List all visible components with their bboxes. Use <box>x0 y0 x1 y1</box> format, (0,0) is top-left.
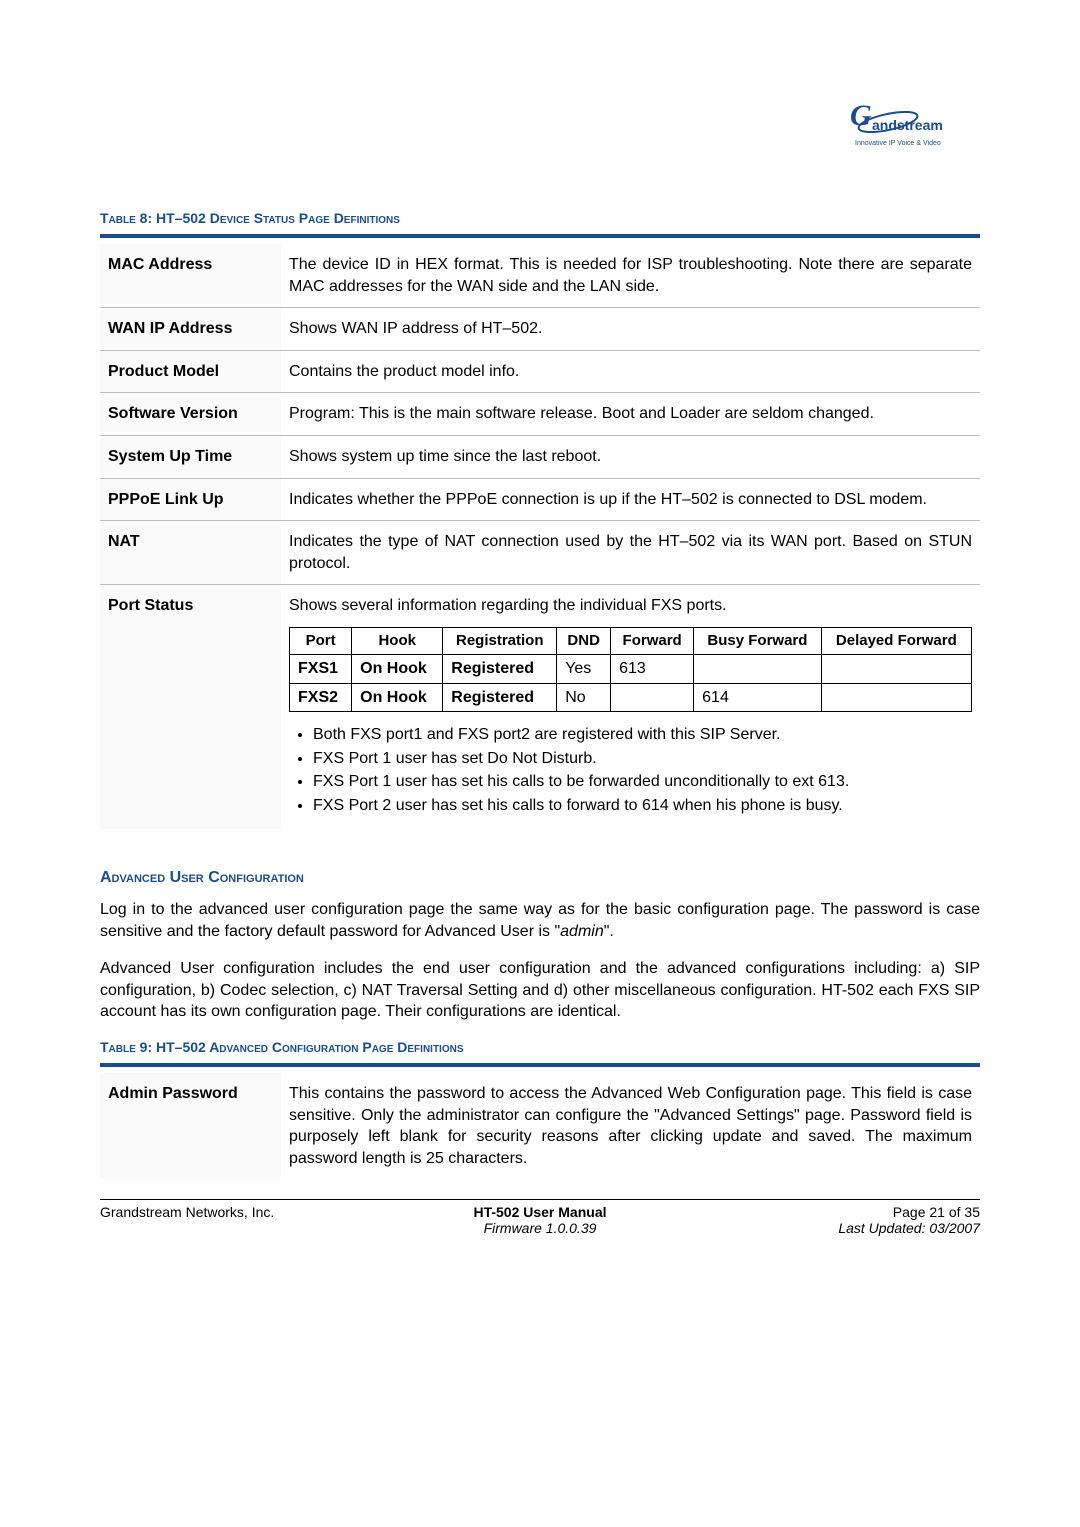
page-footer: Grandstream Networks, Inc. HT-502 User M… <box>100 1199 980 1236</box>
caption-text: HT–502 Advanced Configuration Page Defin… <box>156 1039 463 1055</box>
bullet-item: FXS Port 1 user has set Do Not Disturb. <box>313 748 972 770</box>
def-desc: The device ID in HEX format. This is nee… <box>281 244 980 308</box>
admin-password-label: Admin Password <box>100 1073 281 1179</box>
table9: Admin Password This contains the passwor… <box>100 1073 980 1179</box>
port-table-header: PortHookRegistrationDNDForwardBusy Forwa… <box>290 627 972 654</box>
footer-title: HT-502 User Manual <box>473 1204 606 1220</box>
port-td <box>821 683 971 712</box>
def-desc: Indicates whether the PPPoE connection i… <box>281 478 980 521</box>
def-label: NAT <box>100 521 281 585</box>
def-label: System Up Time <box>100 435 281 478</box>
port-th: Busy Forward <box>694 627 822 654</box>
def-label: MAC Address <box>100 244 281 308</box>
bullet-item: Both FXS port1 and FXS port2 are registe… <box>313 724 972 746</box>
port-table-row: FXS1On HookRegisteredYes613 <box>290 655 972 684</box>
footer-page: Page 21 of 35 <box>893 1204 980 1220</box>
port-table-row: FXS2On HookRegisteredNo 614 <box>290 683 972 712</box>
port-td: No <box>557 683 611 712</box>
def-label: Product Model <box>100 350 281 393</box>
port-table: PortHookRegistrationDNDForwardBusy Forwa… <box>289 627 972 712</box>
port-td <box>694 655 822 684</box>
svg-text:Innovative IP Voice & Video: Innovative IP Voice & Video <box>855 140 941 147</box>
footer-left: Grandstream Networks, Inc. <box>100 1204 393 1236</box>
para1-b: ". <box>604 923 614 940</box>
port-status-label: Port Status <box>100 585 281 829</box>
port-td: On Hook <box>352 683 443 712</box>
footer-right: Page 21 of 35 Last Updated: 03/2007 <box>687 1204 980 1236</box>
table-row: PPPoE Link UpIndicates whether the PPPoE… <box>100 478 980 521</box>
para1-a: Log in to the advanced user configuratio… <box>100 901 980 940</box>
bullet-item: FXS Port 1 user has set his calls to be … <box>313 771 972 793</box>
table8-top-rule <box>100 234 980 238</box>
port-td <box>611 683 694 712</box>
caption-prefix: Table 9: <box>100 1039 156 1055</box>
table-row: Port Status Shows several information reg… <box>100 585 980 829</box>
port-td: FXS2 <box>290 683 352 712</box>
footer-mid: HT-502 User Manual Firmware 1.0.0.39 <box>393 1204 686 1236</box>
table-row: Software VersionProgram: This is the mai… <box>100 393 980 436</box>
port-td: Registered <box>443 655 557 684</box>
port-th: Delayed Forward <box>821 627 971 654</box>
brand-logo: G andstream Innovative IP Voice & Video <box>100 100 980 160</box>
table8: MAC AddressThe device ID in HEX format. … <box>100 244 980 829</box>
advanced-heading: Advanced User Configuration <box>100 869 980 887</box>
advanced-para2: Advanced User configuration includes the… <box>100 958 980 1023</box>
port-th: Forward <box>611 627 694 654</box>
table9-top-rule <box>100 1063 980 1067</box>
port-td: FXS1 <box>290 655 352 684</box>
def-desc: Shows system up time since the last rebo… <box>281 435 980 478</box>
def-label: WAN IP Address <box>100 308 281 351</box>
advanced-para1: Log in to the advanced user configuratio… <box>100 899 980 942</box>
svg-text:andstream: andstream <box>872 117 943 133</box>
admin-password-desc: This contains the password to access the… <box>281 1073 980 1179</box>
port-td: 614 <box>694 683 822 712</box>
table8-caption: Table 8: HT–502 Device Status Page Defin… <box>100 210 980 226</box>
port-td <box>821 655 971 684</box>
port-status-desc: Shows several information regarding the … <box>281 585 980 829</box>
para1-em: admin <box>560 923 604 940</box>
table-row: Admin Password This contains the passwor… <box>100 1073 980 1179</box>
port-td: 613 <box>611 655 694 684</box>
table-row: System Up TimeShows system up time since… <box>100 435 980 478</box>
port-th: Hook <box>352 627 443 654</box>
def-label: Software Version <box>100 393 281 436</box>
port-td: Yes <box>557 655 611 684</box>
port-th: DND <box>557 627 611 654</box>
port-status-bullets: Both FXS port1 and FXS port2 are registe… <box>289 724 972 817</box>
svg-text:G: G <box>850 100 872 132</box>
port-td: On Hook <box>352 655 443 684</box>
def-label: PPPoE Link Up <box>100 478 281 521</box>
table-row: NATIndicates the type of NAT connection … <box>100 521 980 585</box>
caption-prefix: Table 8: <box>100 210 156 226</box>
table-row: Product ModelContains the product model … <box>100 350 980 393</box>
port-status-intro: Shows several information regarding the … <box>289 595 972 617</box>
bullet-item: FXS Port 2 user has set his calls to for… <box>313 795 972 817</box>
table9-caption: Table 9: HT–502 Advanced Configuration P… <box>100 1039 980 1055</box>
def-desc: Contains the product model info. <box>281 350 980 393</box>
port-th: Registration <box>443 627 557 654</box>
def-desc: Program: This is the main software relea… <box>281 393 980 436</box>
caption-text: HT–502 Device Status Page Definitions <box>156 210 400 226</box>
table-row: WAN IP AddressShows WAN IP address of HT… <box>100 308 980 351</box>
footer-firmware: Firmware 1.0.0.39 <box>484 1220 597 1236</box>
table-row: MAC AddressThe device ID in HEX format. … <box>100 244 980 308</box>
def-desc: Indicates the type of NAT connection use… <box>281 521 980 585</box>
footer-updated: Last Updated: 03/2007 <box>838 1220 980 1236</box>
port-th: Port <box>290 627 352 654</box>
port-td: Registered <box>443 683 557 712</box>
def-desc: Shows WAN IP address of HT–502. <box>281 308 980 351</box>
